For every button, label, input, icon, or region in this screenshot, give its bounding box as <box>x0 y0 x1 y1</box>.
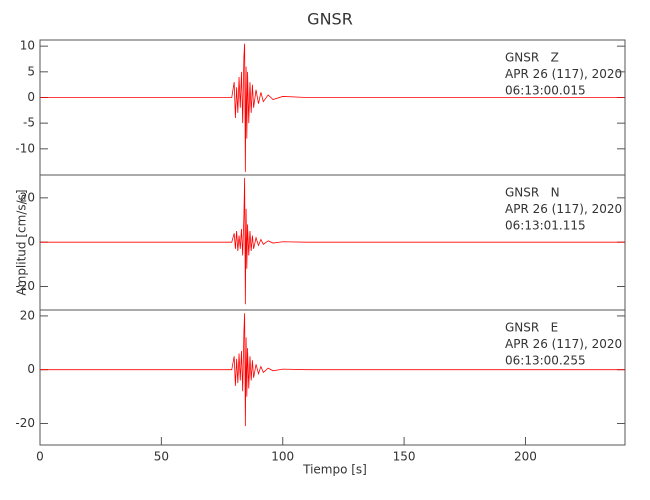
x-tick-label: 150 <box>393 450 416 464</box>
annotation: 06:13:00.015 <box>505 84 586 98</box>
chart-title: GNSR <box>307 10 353 29</box>
x-tick-label: 100 <box>271 450 294 464</box>
panel-frame <box>39 309 626 446</box>
y-tick-label: 20 <box>20 308 35 322</box>
y-tick-label: 5 <box>27 64 35 78</box>
annotation: APR 26 (117), 2020 <box>505 337 622 351</box>
trace <box>40 313 625 427</box>
y-tick-label: -20 <box>15 416 35 430</box>
x-tick-label: 50 <box>154 450 169 464</box>
annotation: 06:13:01.115 <box>505 219 586 233</box>
y-tick-label: -10 <box>15 141 35 155</box>
y-tick-label: 20 <box>20 190 35 204</box>
y-tick-label: -20 <box>15 279 35 293</box>
y-tick-label: 0 <box>27 235 35 249</box>
trace <box>40 43 625 172</box>
annotation: APR 26 (117), 2020 <box>505 67 622 81</box>
y-tick-label: -5 <box>23 116 35 130</box>
annotation: GNSR N <box>505 186 560 200</box>
annotation: 06:13:00.255 <box>505 354 586 368</box>
y-tick-label: 10 <box>20 39 35 53</box>
y-axis-label: Amplitud [cm/s/s] <box>15 189 29 295</box>
x-tick-label: 0 <box>36 450 44 464</box>
annotation: GNSR E <box>505 321 558 335</box>
x-tick-label: 200 <box>514 450 537 464</box>
annotation: GNSR Z <box>505 51 559 65</box>
trace <box>40 177 625 305</box>
x-axis-label: Tiempo [s] <box>302 463 367 477</box>
annotation: APR 26 (117), 2020 <box>505 202 622 216</box>
y-tick-label: 0 <box>27 90 35 104</box>
y-tick-label: 0 <box>27 362 35 376</box>
